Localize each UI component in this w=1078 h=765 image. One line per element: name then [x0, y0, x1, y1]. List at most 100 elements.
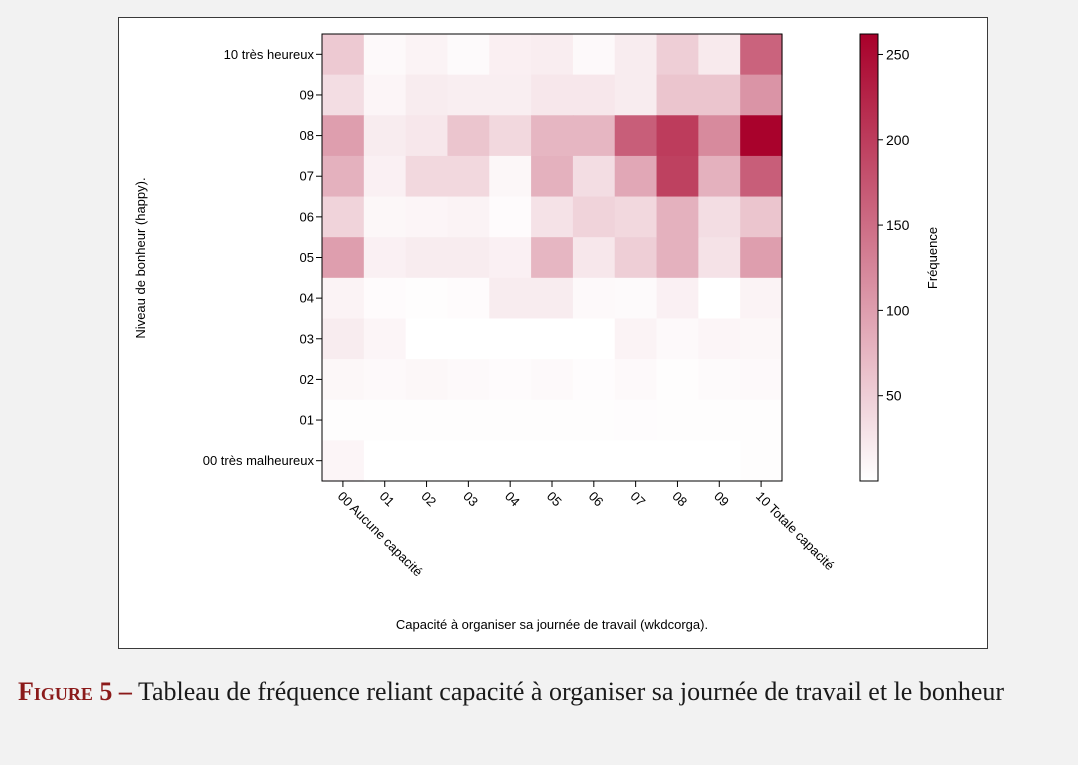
heatmap-cell — [447, 359, 490, 401]
heatmap-cell — [740, 440, 783, 482]
heatmap-cell — [322, 440, 365, 482]
heatmap-cell — [740, 115, 783, 157]
heatmap-cell — [698, 440, 741, 482]
heatmap-cell — [740, 34, 783, 76]
heatmap-cell — [531, 34, 574, 76]
heatmap-cell — [656, 237, 699, 279]
heatmap-cell — [531, 359, 574, 401]
heatmap-cell — [572, 399, 616, 441]
heatmap-cell — [740, 277, 783, 320]
y-tick-label: 02 — [300, 372, 314, 387]
y-tick-label: 04 — [300, 291, 314, 306]
heatmap-cell — [489, 440, 532, 482]
heatmap-cell — [363, 440, 407, 482]
heatmap-cells — [322, 34, 783, 482]
heatmap-cell — [572, 359, 616, 401]
heatmap-cell — [698, 115, 741, 157]
heatmap-cell — [405, 440, 449, 482]
heatmap-cell — [572, 115, 616, 157]
colorbar-tick-label: 250 — [886, 46, 910, 62]
heatmap-cell — [572, 155, 616, 198]
x-tick-label: 02 — [418, 489, 439, 510]
heatmap-cell — [740, 237, 783, 279]
heatmap-cell — [531, 115, 574, 157]
x-tick-label: 04 — [502, 489, 523, 510]
heatmap-cell — [405, 277, 449, 320]
heatmap-cell — [740, 155, 783, 198]
x-axis-label: Capacité à organiser sa journée de trava… — [396, 617, 708, 632]
y-tick-label: 03 — [300, 331, 314, 346]
heatmap-cell — [489, 318, 532, 360]
figure-frame: 10 très heureux 09 08 07 06 05 04 03 02 01 00 très… — [118, 17, 988, 649]
y-tick-label: 10 très heureux — [224, 47, 315, 62]
heatmap-cell — [740, 74, 783, 116]
heatmap-cell — [698, 74, 741, 116]
heatmap-cell — [447, 318, 490, 360]
heatmap-cell — [447, 34, 490, 76]
heatmap-cell — [572, 277, 616, 320]
heatmap-cell — [614, 155, 658, 198]
heatmap-cell — [489, 155, 532, 198]
caption-label: Figure 5 – — [18, 677, 132, 706]
x-tick-label: 06 — [586, 489, 607, 510]
heatmap-cell — [489, 74, 532, 116]
heatmap-cell — [363, 74, 407, 116]
y-tick-label: 09 — [300, 87, 314, 102]
heatmap-cell — [489, 34, 532, 76]
heatmap-cell — [322, 34, 365, 76]
y-tick-label: 07 — [300, 169, 314, 184]
heatmap-cell — [698, 155, 741, 198]
heatmap-cell — [489, 237, 532, 279]
heatmap-cell — [405, 74, 449, 116]
colorbar-ticks: 50 100 150 200 250 — [878, 46, 910, 404]
heatmap-cell — [447, 196, 490, 238]
heatmap-cell — [363, 359, 407, 401]
colorbar — [859, 33, 879, 482]
heatmap-cell — [614, 196, 658, 238]
heatmap-cell — [322, 318, 365, 360]
heatmap-cell — [572, 237, 616, 279]
heatmap-cell — [363, 115, 407, 157]
x-tick-label: 07 — [628, 489, 649, 510]
heatmap-cell — [572, 318, 616, 360]
colorbar-tick-label: 150 — [886, 217, 910, 233]
x-tick-label: 05 — [544, 489, 565, 510]
heatmap-cell — [698, 237, 741, 279]
heatmap-cell — [656, 155, 699, 198]
y-axis: 10 très heureux 09 08 07 06 05 04 03 02 01 00 très… — [203, 47, 322, 468]
colorbar-tick-label: 200 — [886, 132, 910, 148]
heatmap-cell — [572, 196, 616, 238]
heatmap-cell — [405, 237, 449, 279]
heatmap-cell — [614, 359, 658, 401]
heatmap-cell — [531, 318, 574, 360]
heatmap-cell — [740, 318, 783, 360]
heatmap-cell — [322, 399, 365, 441]
colorbar-tick-label: 100 — [886, 302, 910, 318]
heatmap-cell — [656, 399, 699, 441]
heatmap-cell — [656, 196, 699, 238]
heatmap-cell — [322, 155, 365, 198]
heatmap-cell — [614, 318, 658, 360]
heatmap-cell — [489, 359, 532, 401]
heatmap-cell — [447, 440, 490, 482]
heatmap-cell — [656, 74, 699, 116]
heatmap-cell — [698, 34, 741, 76]
heatmap-cell — [322, 74, 365, 116]
figure-caption: Figure 5 – Tableau de fréquence reliant … — [18, 676, 1063, 708]
colorbar-label: Fréquence — [925, 227, 940, 289]
heatmap-cell — [447, 155, 490, 198]
heatmap-cell — [614, 440, 658, 482]
heatmap-cell — [405, 115, 449, 157]
heatmap-cell — [531, 440, 574, 482]
heatmap-cell — [447, 277, 490, 320]
heatmap-cell — [698, 399, 741, 441]
heatmap-cell — [740, 399, 783, 441]
heatmap-cell — [698, 277, 741, 320]
heatmap-cell — [363, 34, 407, 76]
heatmap-cell — [322, 237, 365, 279]
heatmap-cell — [656, 440, 699, 482]
y-tick-label: 05 — [300, 250, 314, 265]
heatmap-cell — [322, 277, 365, 320]
caption-text: Tableau de fréquence reliant capacité à … — [137, 677, 1005, 706]
